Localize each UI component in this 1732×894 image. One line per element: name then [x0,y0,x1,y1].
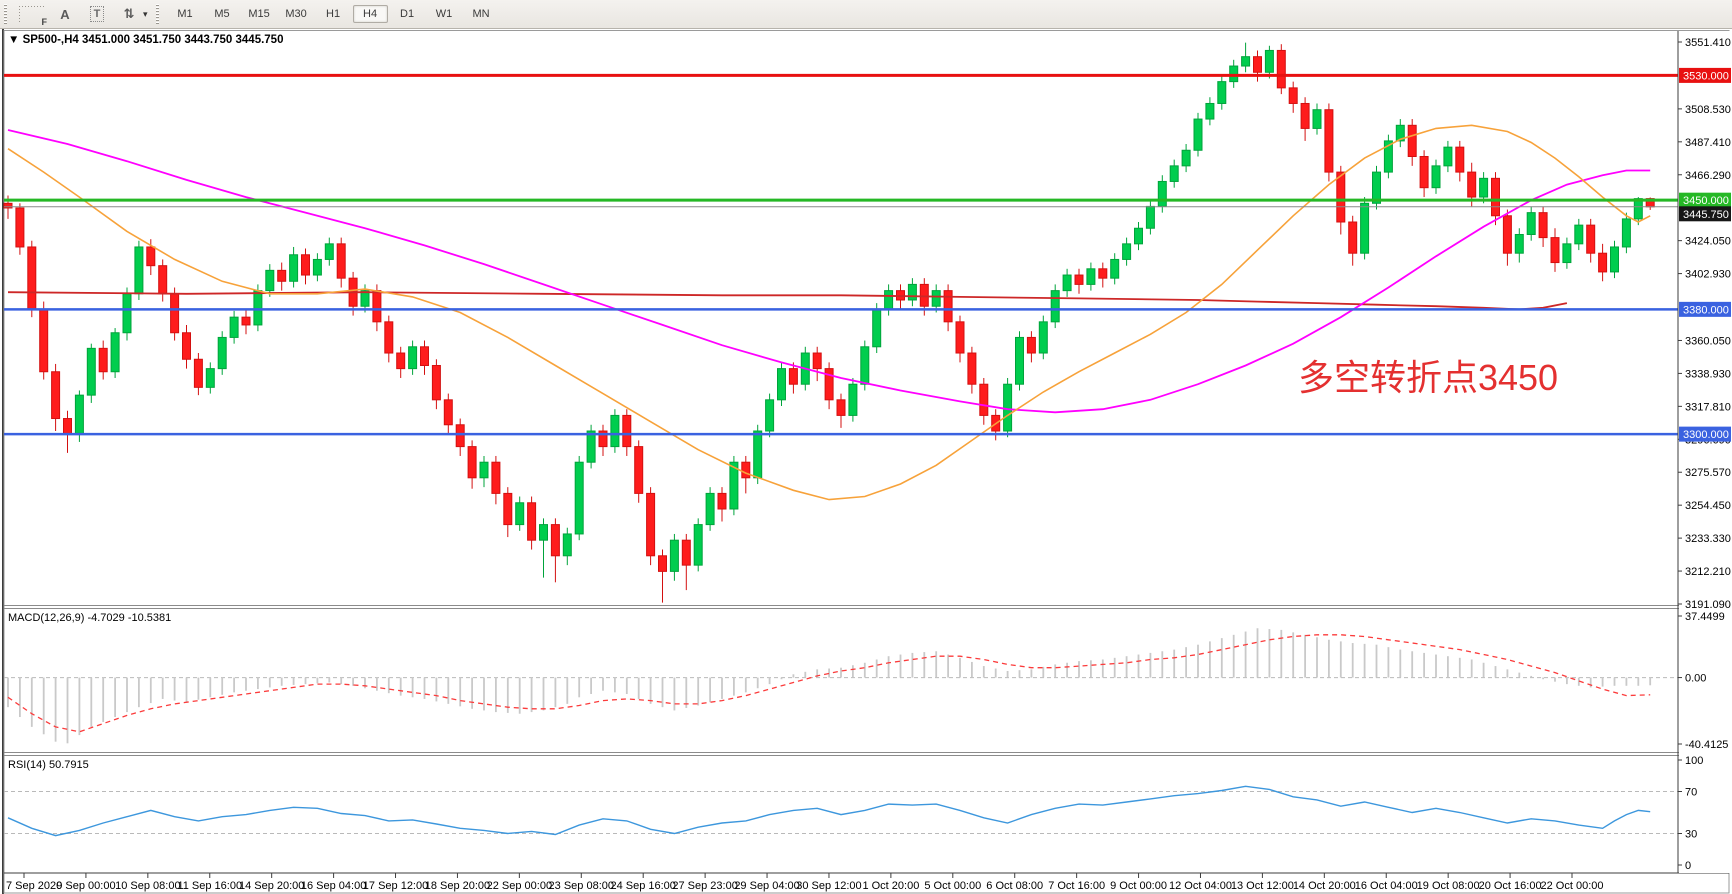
text-label-icon[interactable]: A [60,6,70,22]
rsi-line [7,785,1651,837]
timeframe-button-group: M1 M5 M15 M30 H1 H4 D1 W1 MN [167,5,500,23]
price-label-box-3380.000 [1679,301,1731,317]
current-price-box [1679,206,1731,222]
rsi-axis-label: 30 [1685,829,1697,841]
time-tick-label: 16 Oct 04:00 [1355,880,1418,892]
toolbar-grip[interactable] [4,4,9,24]
price-tick-label: 3508.530 [1685,104,1731,116]
timeframe-toolbar-grip[interactable] [155,4,161,24]
annotation-text: 多空转折点3450 [1298,357,1558,398]
time-tick-label: 17 Sep 12:00 [363,880,428,892]
time-tick-label: 9 Oct 00:00 [1110,880,1167,892]
macd-panel[interactable]: MACD(12,26,9) -4.7029 -10.5381 [4,612,1678,744]
timeframe-button-m30[interactable]: M30 [285,8,307,20]
price-label-box-3450.000 [1679,192,1731,208]
time-tick-label: 30 Sep 12:00 [796,880,861,892]
price-tick-label: 3466.290 [1685,170,1731,182]
timeframe-button-w1[interactable]: W1 [435,8,453,20]
time-tick-label: 23 Sep 08:00 [549,880,614,892]
price-label-3450.000: 3450.000 [1683,195,1729,207]
time-tick-label: 22 Oct 00:00 [1541,880,1604,892]
timeframe-button-d1[interactable]: D1 [400,8,415,20]
price-tick-label: 3360.050 [1685,335,1731,347]
macd-histogram [7,628,1652,744]
macd-axis-label: 37.4499 [1685,611,1725,623]
timeframe-button-m15[interactable]: M15 [248,8,270,20]
time-tick-label: 27 Sep 23:00 [672,880,737,892]
timeframe-button-m5[interactable]: M5 [214,8,230,20]
time-tick-label: 14 Sep 20:00 [239,880,304,892]
price-axis[interactable]: 3551.410 3508.530 3487.410 3466.290 3424.050… [1677,31,1732,873]
time-tick-label: 1 Oct 20:00 [862,880,919,892]
price-tick-label: 3275.570 [1685,467,1731,479]
price-label-3530.000: 3530.000 [1683,70,1729,82]
text-box-icon[interactable]: T [85,3,109,25]
chart-window[interactable]: ▼ SP500-,H4 3451.000 3451.750 3443.750 3… [0,29,1732,894]
time-tick-label: 9 Sep 00:00 [56,880,115,892]
price-tick-label: 3487.410 [1685,137,1731,149]
time-tick-label: 6 Oct 08:00 [986,880,1043,892]
time-tick-label: 10 Sep 08:00 [115,880,180,892]
timeframe-button-mn[interactable]: MN [472,8,490,20]
time-tick-label: 5 Oct 00:00 [924,880,981,892]
price-tick-label: 3402.930 [1685,269,1731,281]
time-tick-label: 19 Oct 08:00 [1417,880,1480,892]
price-tick-label: 3254.450 [1685,500,1731,512]
rsi-panel[interactable]: RSI(14) 50.7915 [4,759,1678,837]
price-tick-label: 3233.330 [1685,533,1731,545]
time-tick-label: 18 Sep 20:00 [425,880,490,892]
timeframe-button-h1[interactable]: H1 [326,8,341,20]
price-label-3380.000: 3380.000 [1683,304,1729,316]
price-tick-label: 3191.090 [1685,599,1731,611]
templates-grid-icon[interactable]: F [19,4,47,27]
ma-orange-line [7,124,1651,501]
time-tick-label: 29 Sep 04:00 [734,880,799,892]
price-tick-label: 3212.210 [1685,566,1731,578]
rsi-label: RSI(14) 50.7915 [8,759,89,771]
macd-label: MACD(12,26,9) -4.7029 -10.5381 [8,612,171,624]
toolbar: F A T ⇅ ▾ M1 M5 M15 M30 H1 H4 D1 W1 MN [0,0,1732,29]
time-tick-label: 20 Oct 16:00 [1479,880,1542,892]
timeframe-button-h4[interactable]: H4 [352,5,388,23]
time-tick-label: 13 Oct 12:00 [1231,880,1294,892]
ma-magenta-line [7,129,1651,414]
rsi-axis-label: 70 [1685,787,1697,799]
dropdown-caret-icon[interactable]: ▾ [143,8,148,19]
time-tick-label: 7 Oct 16:00 [1048,880,1105,892]
time-tick-label: 22 Sep 00:00 [487,880,552,892]
macd-axis-label: 0.00 [1685,673,1706,685]
price-label-3300.000: 3300.000 [1683,429,1729,441]
cursor-arrows-icon[interactable]: ⇅ [123,6,135,21]
price-tick-label: 3424.050 [1685,236,1731,248]
time-tick-label: 16 Sep 04:00 [301,880,366,892]
current-price-label: 3445.750 [1683,209,1729,221]
chart-title: ▼ SP500-,H4 3451.000 3451.750 3443.750 3… [8,34,283,46]
price-tick-label: 3317.810 [1685,401,1731,413]
price-tick-label: 3551.410 [1685,37,1731,49]
macd-axis-label: -40.4125 [1685,739,1728,751]
rsi-axis-label: 0 [1685,860,1691,872]
time-tick-label: 24 Sep 16:00 [610,880,675,892]
rsi-axis-label: 100 [1685,755,1703,767]
timeframe-button-m1[interactable]: M1 [177,8,193,20]
price-label-box-3530.000 [1679,67,1731,83]
time-tick-label: 12 Oct 04:00 [1169,880,1232,892]
time-tick-label: 14 Oct 20:00 [1293,880,1356,892]
time-tick-label: 7 Sep 2020 [6,880,62,892]
price-tick-label: 3338.930 [1685,368,1731,380]
time-tick-label: 11 Sep 16:00 [177,880,242,892]
main-chart-panel[interactable]: ▼ SP500-,H4 3451.000 3451.750 3443.750 3… [3,34,1678,603]
price-label-box-3300.000 [1679,426,1731,442]
